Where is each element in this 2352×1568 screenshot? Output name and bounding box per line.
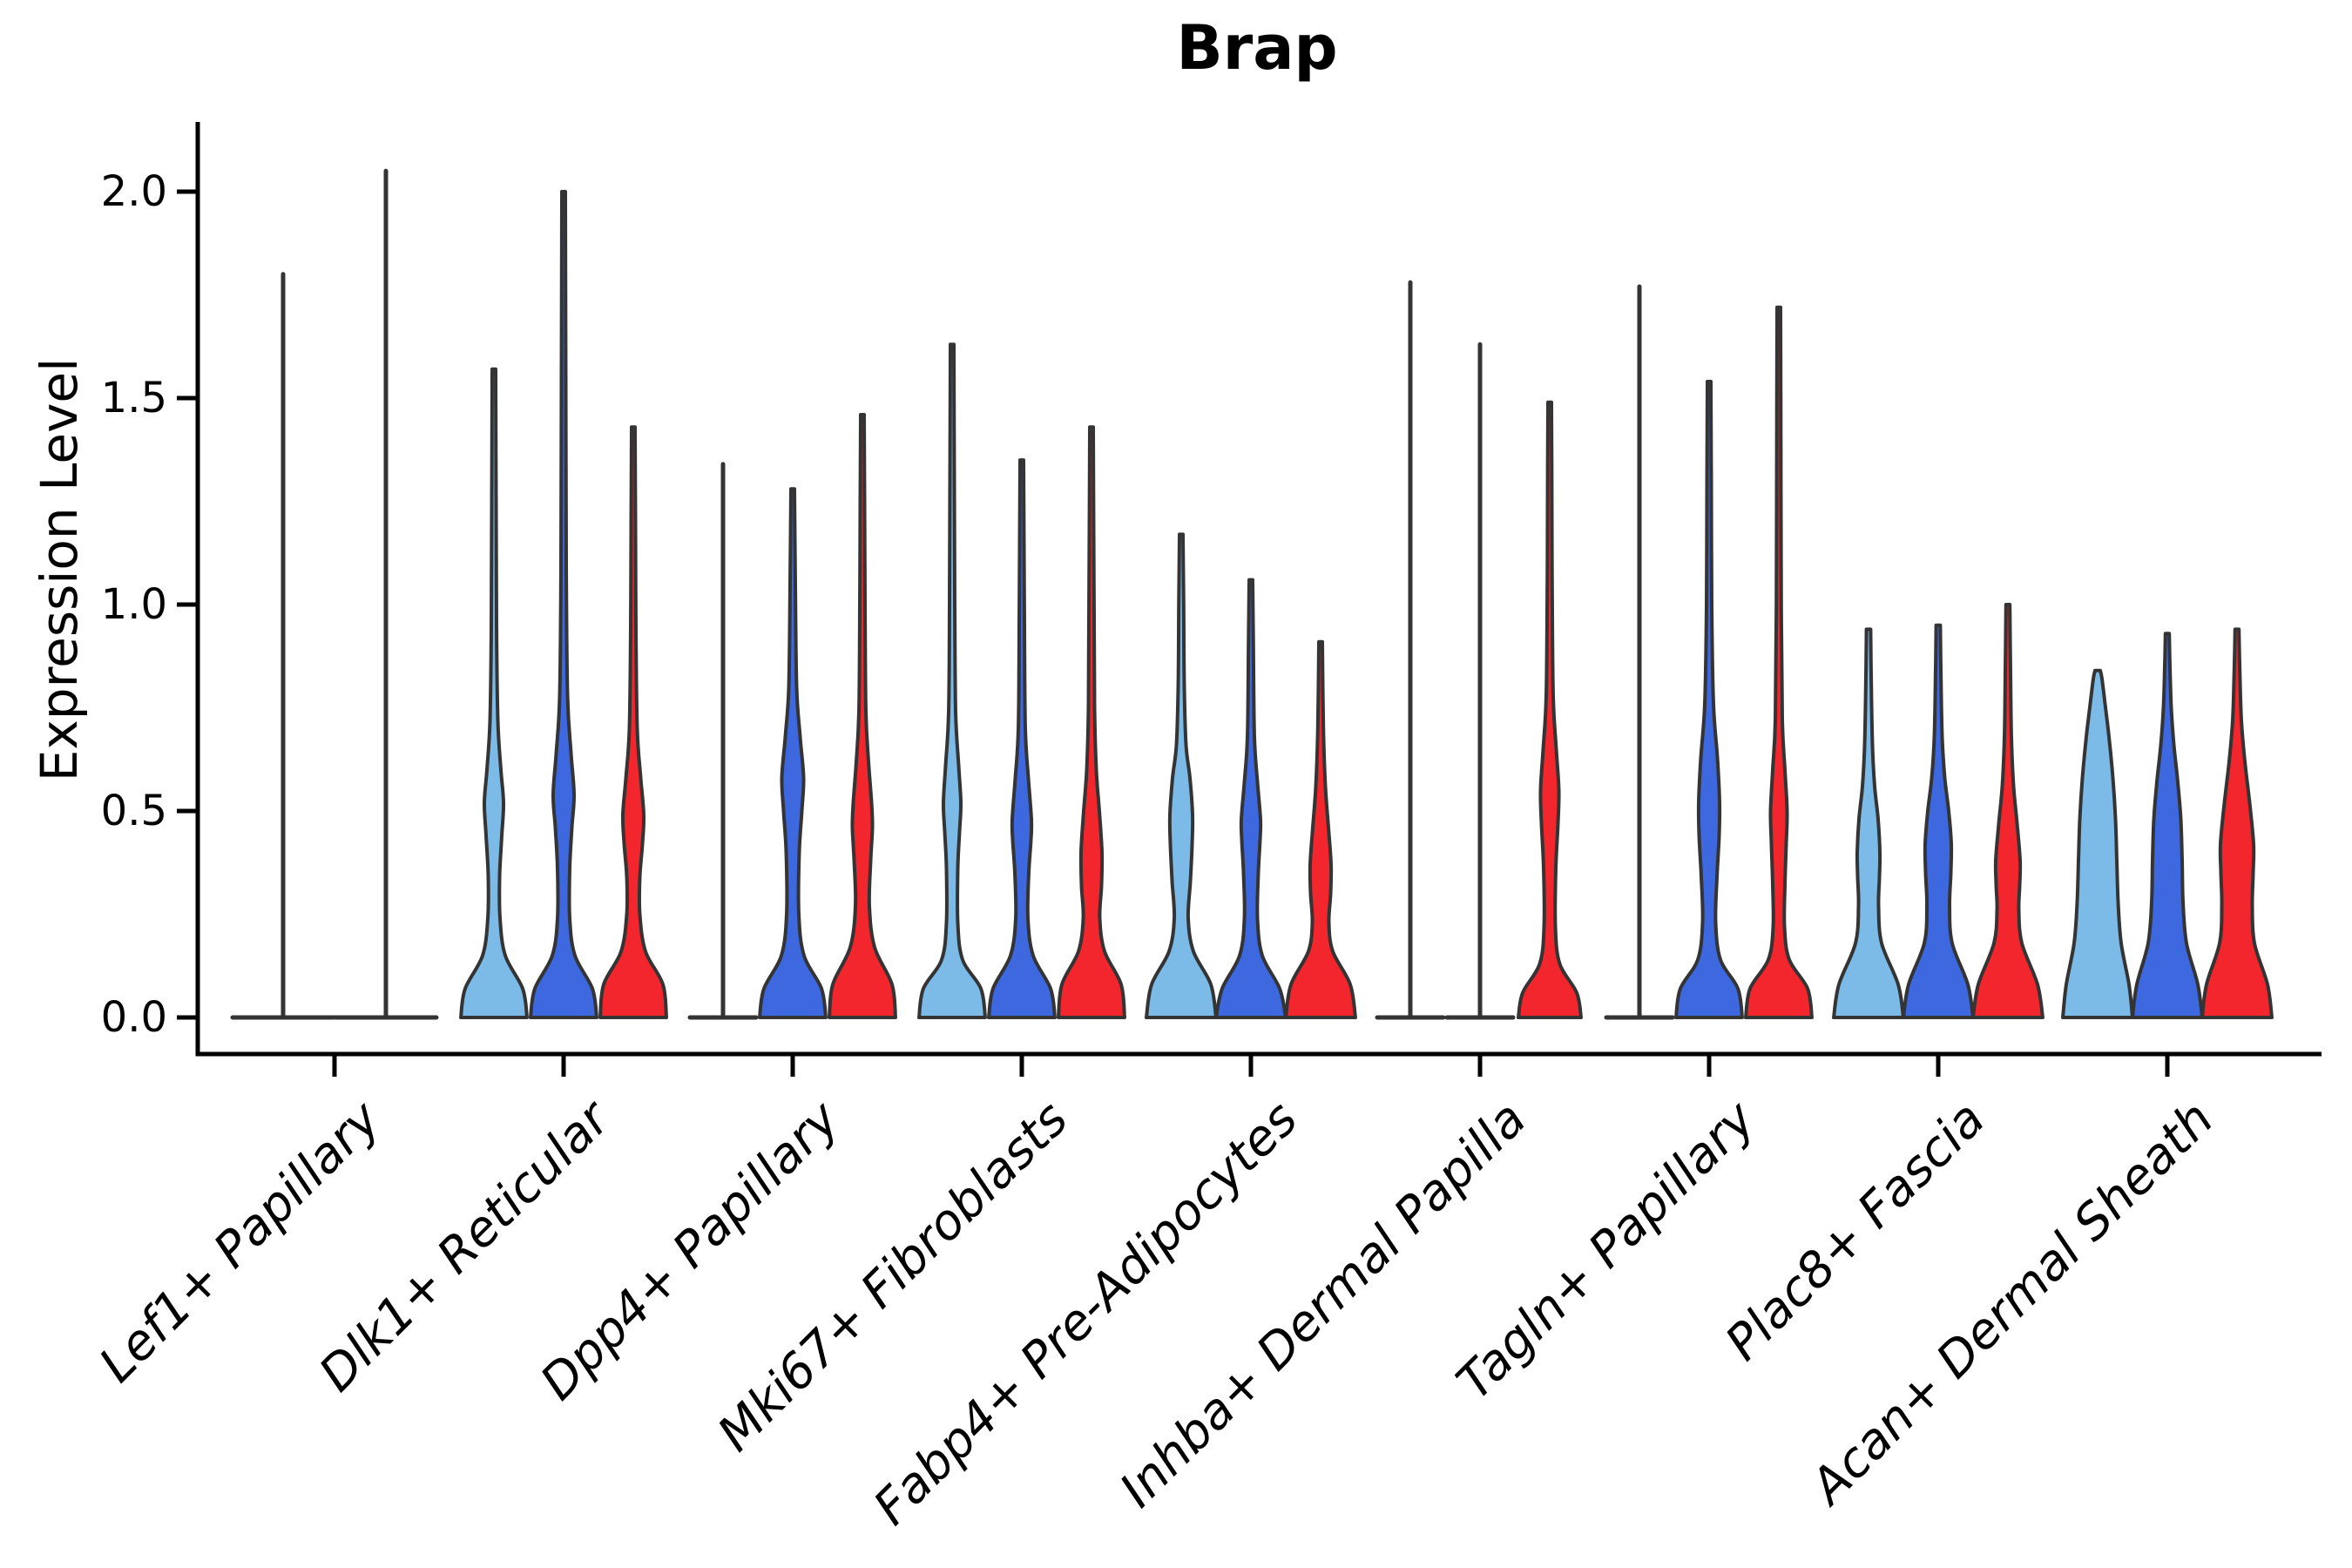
violin-dark_blue: [529, 190, 598, 1019]
violin-dark_blue: [1902, 623, 1975, 1019]
violin-red: [1744, 305, 1814, 1019]
violin-dark_blue: [758, 487, 828, 1019]
violin-dark_blue: [2131, 632, 2204, 1019]
violin-red: [1517, 400, 1583, 1019]
violin-light_blue: [2061, 668, 2134, 1019]
violin-red: [1971, 603, 2044, 1019]
violin-red: [598, 425, 668, 1019]
y-tick-label: 0.0: [100, 993, 167, 1042]
violin-light_blue: [917, 342, 987, 1019]
violin-red: [828, 413, 897, 1019]
violin-red: [2200, 627, 2274, 1019]
violin-dark_blue: [1674, 380, 1744, 1019]
y-tick-label: 1.0: [100, 580, 167, 629]
chart-title: Brap: [1176, 12, 1338, 84]
violin-light_blue: [1832, 627, 1905, 1019]
violin-dark_blue: [1214, 578, 1288, 1019]
violin-light_blue: [1145, 532, 1218, 1019]
violin-red: [1057, 425, 1126, 1019]
y-tick-label: 0.5: [100, 787, 167, 835]
violin-dark_blue: [987, 458, 1057, 1019]
axis-spines: [195, 122, 2322, 1057]
y-tick-label: 2.0: [100, 167, 167, 216]
violin-red: [1284, 639, 1357, 1019]
y-tick-label: 1.5: [100, 374, 167, 422]
violin-light_blue: [459, 367, 529, 1019]
